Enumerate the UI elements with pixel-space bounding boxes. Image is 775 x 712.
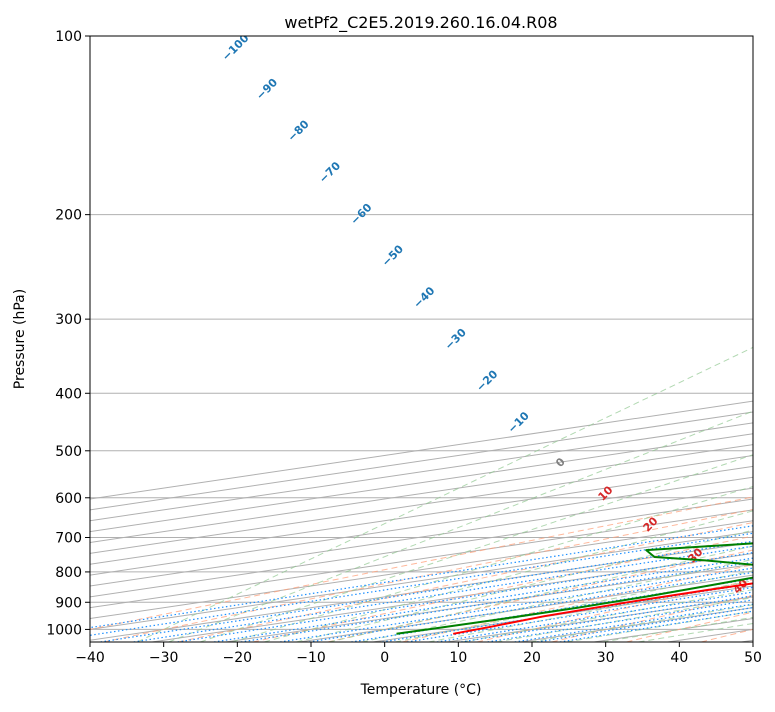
y-tick-label: 300 <box>55 312 82 328</box>
x-tick-label: 20 <box>523 650 541 666</box>
y-tick-label: 400 <box>55 386 82 402</box>
y-tick-label: 1000 <box>46 622 82 638</box>
x-tick-label: −40 <box>75 650 105 666</box>
x-tick-label: −30 <box>149 650 179 666</box>
y-tick-label: 900 <box>55 595 82 611</box>
x-tick-label: −10 <box>296 650 326 666</box>
x-tick-label: 30 <box>597 650 615 666</box>
x-tick-label: 50 <box>744 650 762 666</box>
y-tick-label: 800 <box>55 565 82 581</box>
y-tick-label: 100 <box>55 29 82 45</box>
x-tick-label: 0 <box>380 650 389 666</box>
y-tick-label: 600 <box>55 491 82 507</box>
chart-title: wetPf2_C2E5.2019.260.16.04.R08 <box>284 13 557 33</box>
x-tick-label: 40 <box>670 650 688 666</box>
x-tick-label: −20 <box>223 650 253 666</box>
x-tick-label: 10 <box>449 650 467 666</box>
y-tick-label: 200 <box>55 208 82 224</box>
x-axis-label: Temperature (°C) <box>360 682 482 698</box>
y-axis-label: Pressure (hPa) <box>12 289 28 389</box>
y-tick-label: 700 <box>55 531 82 547</box>
y-tick-label: 500 <box>55 444 82 460</box>
